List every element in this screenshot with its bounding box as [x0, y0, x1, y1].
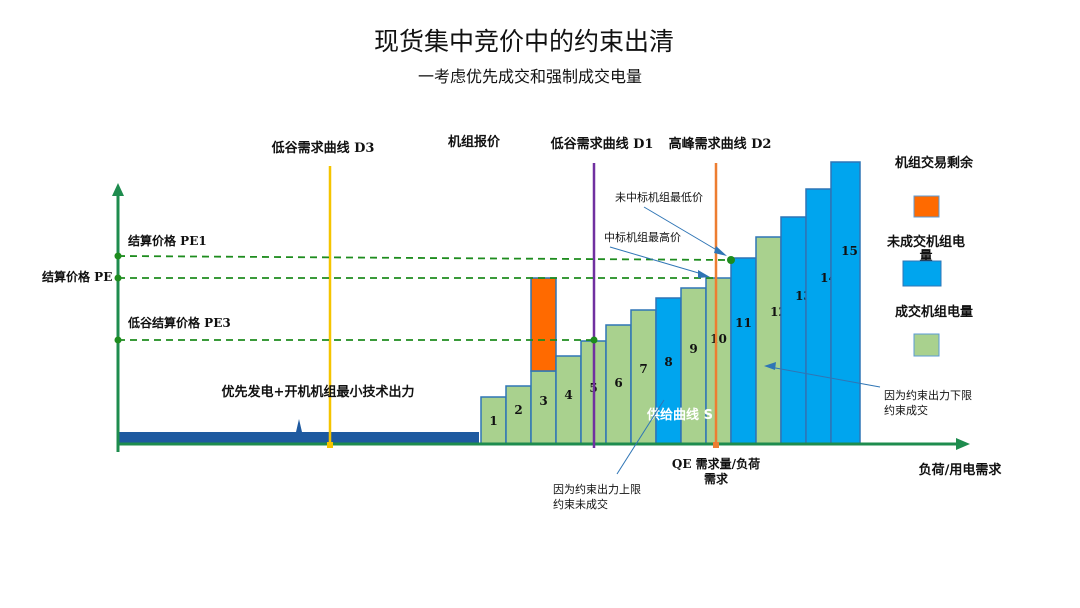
legend-label-accepted: 成交机组电量	[895, 304, 973, 320]
bid-block-label-10: 10	[710, 332, 727, 346]
pe3-dot	[114, 336, 122, 344]
bid-block-10	[705, 277, 732, 445]
pe-dot	[114, 274, 122, 282]
arrow-highest-accepted	[609, 246, 703, 275]
note-upper-limit-1: 因为约束出力上限	[553, 482, 641, 496]
label-unit-bid: 机组报价	[448, 134, 501, 150]
bid-block-13	[780, 216, 807, 445]
legend-label-unaccepted-1: 未成交机组电	[886, 234, 965, 250]
label-d1: 低谷需求曲线 D1	[550, 136, 654, 152]
bid-block-14	[805, 188, 832, 445]
arrow-lower-limit	[769, 366, 881, 388]
legend-swatch-unaccepted	[902, 260, 942, 287]
label-pe3: 低谷结算价格 PE3	[127, 315, 231, 330]
bid-block-label-7: 7	[639, 362, 647, 376]
note-lower-limit-1: 因为约束出力下限	[884, 388, 972, 402]
bid-block-12	[755, 236, 782, 445]
base-bar-spike	[296, 419, 302, 432]
label-pe: 结算价格 PE	[42, 269, 112, 284]
label-qe-line2: 需求	[704, 471, 729, 486]
label-supply-curve: 供给曲线 S	[646, 407, 713, 423]
note-lower-limit-2: 约束成交	[884, 403, 928, 417]
arrow-head-lowest	[714, 246, 727, 256]
legend-label-unaccepted-2: 量	[919, 249, 932, 264]
label-d2: 高峰需求曲线 D2	[669, 136, 772, 152]
bid-block-label-6: 6	[614, 376, 622, 390]
legend-swatch-accepted	[913, 333, 940, 357]
label-lowest-unaccepted: 未中标机组最低价	[615, 190, 703, 204]
bid-block-label-11: 11	[735, 316, 752, 330]
label-priority-generation: 优先发电+开机机组最小技术出力	[222, 384, 415, 400]
arrow-upper-limit	[616, 399, 665, 475]
x-axis-arrow	[956, 438, 970, 450]
pe1-end-dot	[727, 256, 735, 264]
arrow-lowest-unaccepted	[643, 206, 721, 253]
pe3-end-dot	[590, 336, 598, 344]
label-pe1: 结算价格 PE1	[128, 233, 207, 248]
bid-block-15	[830, 161, 861, 445]
page-subtitle: 一考虑优先成交和强制成交电量	[418, 67, 642, 86]
arrow-head-lower	[764, 362, 776, 370]
bid-blocks: 123456789101112131415	[480, 161, 861, 445]
bid-block-11	[730, 257, 757, 445]
bid-block-label-15: 15	[841, 244, 858, 258]
legend-swatch-surplus	[913, 195, 940, 218]
price-line-pe1	[117, 255, 731, 261]
y-axis-arrow	[112, 183, 124, 196]
arrow-head-highest	[698, 270, 710, 278]
surplus-block-3	[530, 277, 557, 372]
bid-block-label-1: 1	[489, 414, 497, 428]
bid-block-label-8: 8	[664, 355, 672, 369]
d2-marker	[713, 442, 719, 448]
note-upper-limit-2: 约束未成交	[553, 497, 608, 511]
legend-label-surplus: 机组交易剩余	[895, 155, 974, 171]
bid-block-label-2: 2	[514, 403, 522, 417]
label-qe-line1: QE 需求量/负荷	[672, 456, 760, 471]
pe1-dot	[114, 252, 122, 260]
priority-generation-bar	[117, 432, 479, 444]
page-title: 现货集中竞价中的约束出清	[374, 27, 674, 56]
label-highest-accepted: 中标机组最高价	[604, 230, 681, 244]
d3-marker	[327, 442, 333, 448]
bid-block-label-9: 9	[689, 342, 697, 356]
bid-block-7	[630, 309, 657, 445]
bid-block-label-4: 4	[564, 388, 572, 402]
legend: 机组交易剩余 未成交机组电 量 成交机组电量	[886, 155, 974, 357]
label-d3: 低谷需求曲线 D3	[271, 140, 375, 156]
bid-block-label-3: 3	[539, 394, 547, 408]
x-axis-label: 负荷/用电需求	[919, 462, 1003, 478]
